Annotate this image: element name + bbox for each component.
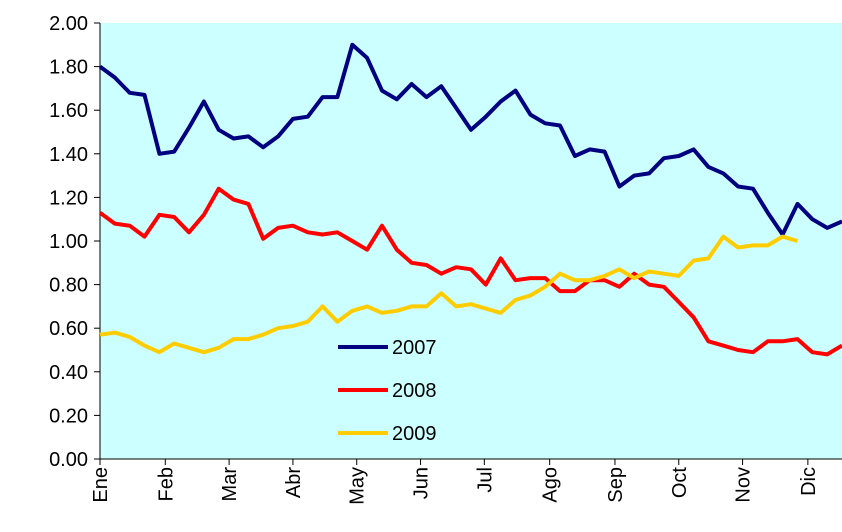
x-tick-label: Ene (90, 467, 112, 503)
y-tick-label: 1.40 (49, 144, 88, 166)
series-line (98, 42, 842, 237)
x-tick-label: Nov (733, 467, 755, 503)
x-tick-label: Jun (411, 467, 433, 499)
legend-label: 2008 (392, 380, 437, 402)
legend-label: 2007 (392, 337, 437, 359)
series-line (98, 186, 842, 357)
y-tick-label: 2.00 (49, 13, 88, 35)
legend-label: 2009 (392, 423, 437, 445)
y-tick-label: 0.20 (49, 405, 88, 427)
x-tick-label: Oct (669, 467, 691, 499)
y-tick-label: 0.60 (49, 318, 88, 340)
x-tick-label: Mar (219, 467, 241, 502)
y-tick-label: 1.20 (49, 187, 88, 209)
x-tick-label: Jul (474, 467, 496, 493)
series-line (99, 234, 799, 355)
x-tick-label: Dic (798, 467, 820, 496)
y-tick-label: 1.00 (49, 231, 88, 253)
y-tick-label: 0.00 (49, 449, 88, 471)
x-tick-label: Abr (283, 467, 305, 498)
x-tick-label: Sep (605, 467, 627, 503)
x-tick-label: Ago (540, 467, 562, 503)
y-tick-label: 0.40 (49, 362, 88, 384)
y-tick-label: 1.60 (49, 100, 88, 122)
y-tick-label: 0.80 (49, 275, 88, 297)
y-tick-label: 1.80 (49, 57, 88, 79)
x-tick-label: May (347, 467, 369, 505)
x-tick-label: Feb (155, 467, 177, 501)
